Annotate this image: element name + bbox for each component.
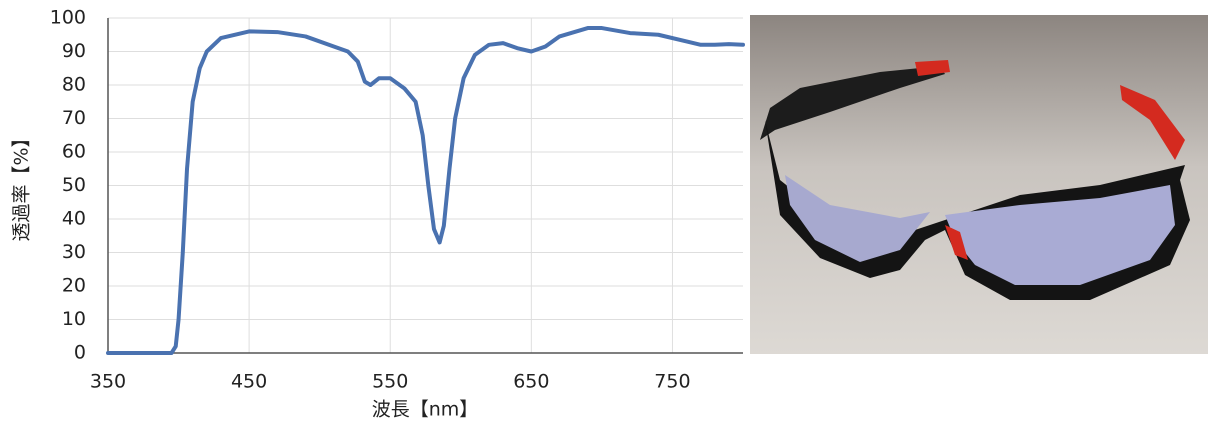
y-axis-label: 透過率【%】 xyxy=(11,128,33,241)
nose-pad xyxy=(945,225,968,260)
y-tick-label: 0 xyxy=(74,342,86,364)
right-tip xyxy=(1120,85,1185,160)
y-tick-label: 90 xyxy=(62,40,86,62)
data-line xyxy=(106,26,745,355)
y-tick-label: 70 xyxy=(62,107,86,129)
x-tick-label: 750 xyxy=(654,371,690,393)
left-temple xyxy=(760,66,945,140)
y-tick-label: 80 xyxy=(62,74,86,96)
left-lens xyxy=(785,175,930,262)
y-tick-label: 40 xyxy=(62,208,86,230)
y-tick-label: 10 xyxy=(62,308,86,330)
x-tick-label: 650 xyxy=(513,371,549,393)
x-tick-label: 350 xyxy=(90,371,126,393)
x-axis-label: 波長【nm】 xyxy=(372,399,479,421)
left-tip xyxy=(915,60,950,76)
y-tick-label: 50 xyxy=(62,174,86,196)
y-tick-label: 30 xyxy=(62,241,86,263)
y-tick-label: 60 xyxy=(62,141,86,163)
x-tick-label: 550 xyxy=(372,371,408,393)
y-tick-label: 100 xyxy=(50,7,86,29)
x-tick-label: 450 xyxy=(231,371,267,393)
photo xyxy=(750,15,1208,354)
plot xyxy=(107,17,743,354)
y-tick-label: 20 xyxy=(62,275,86,297)
right-lens xyxy=(945,185,1175,285)
